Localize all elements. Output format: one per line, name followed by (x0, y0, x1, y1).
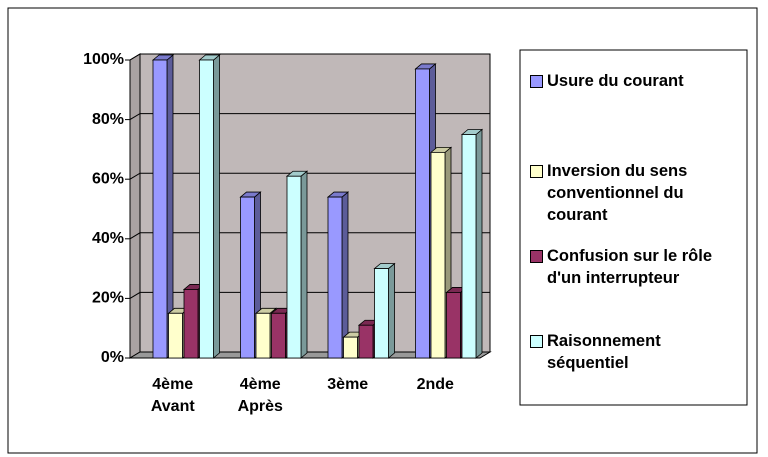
bar (446, 292, 461, 359)
bar (168, 312, 183, 359)
legend-label: Usure du courant (547, 72, 684, 90)
legend-label: Confusion sur le rôle d'un interrupteur (547, 247, 713, 287)
frame (7, 7, 758, 454)
legend-swatch (530, 250, 543, 263)
legend-box (519, 49, 748, 406)
y-tick-label: 0% (101, 349, 124, 366)
y-tick-label: 40% (92, 230, 124, 247)
bar (183, 289, 199, 359)
x-tick-label: 2nde (416, 376, 454, 393)
bar-side (388, 262, 395, 359)
legend-swatch (530, 75, 543, 88)
bar (152, 59, 168, 359)
bar (415, 68, 430, 359)
y-tick-label: 20% (92, 290, 124, 307)
side-wall (129, 53, 141, 359)
x-tick-label: 4ème Avant (150, 376, 195, 415)
bar (430, 151, 446, 359)
legend-label: Raisonnement séquentiel (547, 332, 661, 372)
x-tick-label: 4ème Après (237, 376, 283, 415)
bar (343, 336, 358, 359)
bar (358, 324, 374, 359)
bar (374, 268, 389, 359)
y-tick-label: 60% (92, 170, 124, 187)
bar (327, 196, 343, 359)
legend-swatch (530, 165, 543, 178)
bar (271, 312, 286, 359)
bar (199, 59, 214, 359)
bar-side (300, 170, 308, 359)
bar (286, 175, 302, 359)
grid-line (129, 291, 490, 299)
bar (255, 312, 271, 359)
y-tick-label: 80% (92, 111, 124, 128)
y-tick-label: 100% (83, 51, 124, 68)
bar (461, 134, 477, 359)
bar (240, 196, 255, 359)
grid-line (129, 232, 490, 240)
grid-line (129, 113, 490, 121)
x-tick-label: 3ème (327, 376, 369, 393)
grid-line (129, 172, 490, 180)
legend-label: Inversion du sens conventionnel du coura… (547, 162, 688, 224)
bar-side (475, 128, 483, 359)
legend-swatch (530, 335, 543, 348)
bar-side (341, 191, 349, 359)
grid-line (129, 53, 490, 61)
bar-side (213, 54, 220, 359)
